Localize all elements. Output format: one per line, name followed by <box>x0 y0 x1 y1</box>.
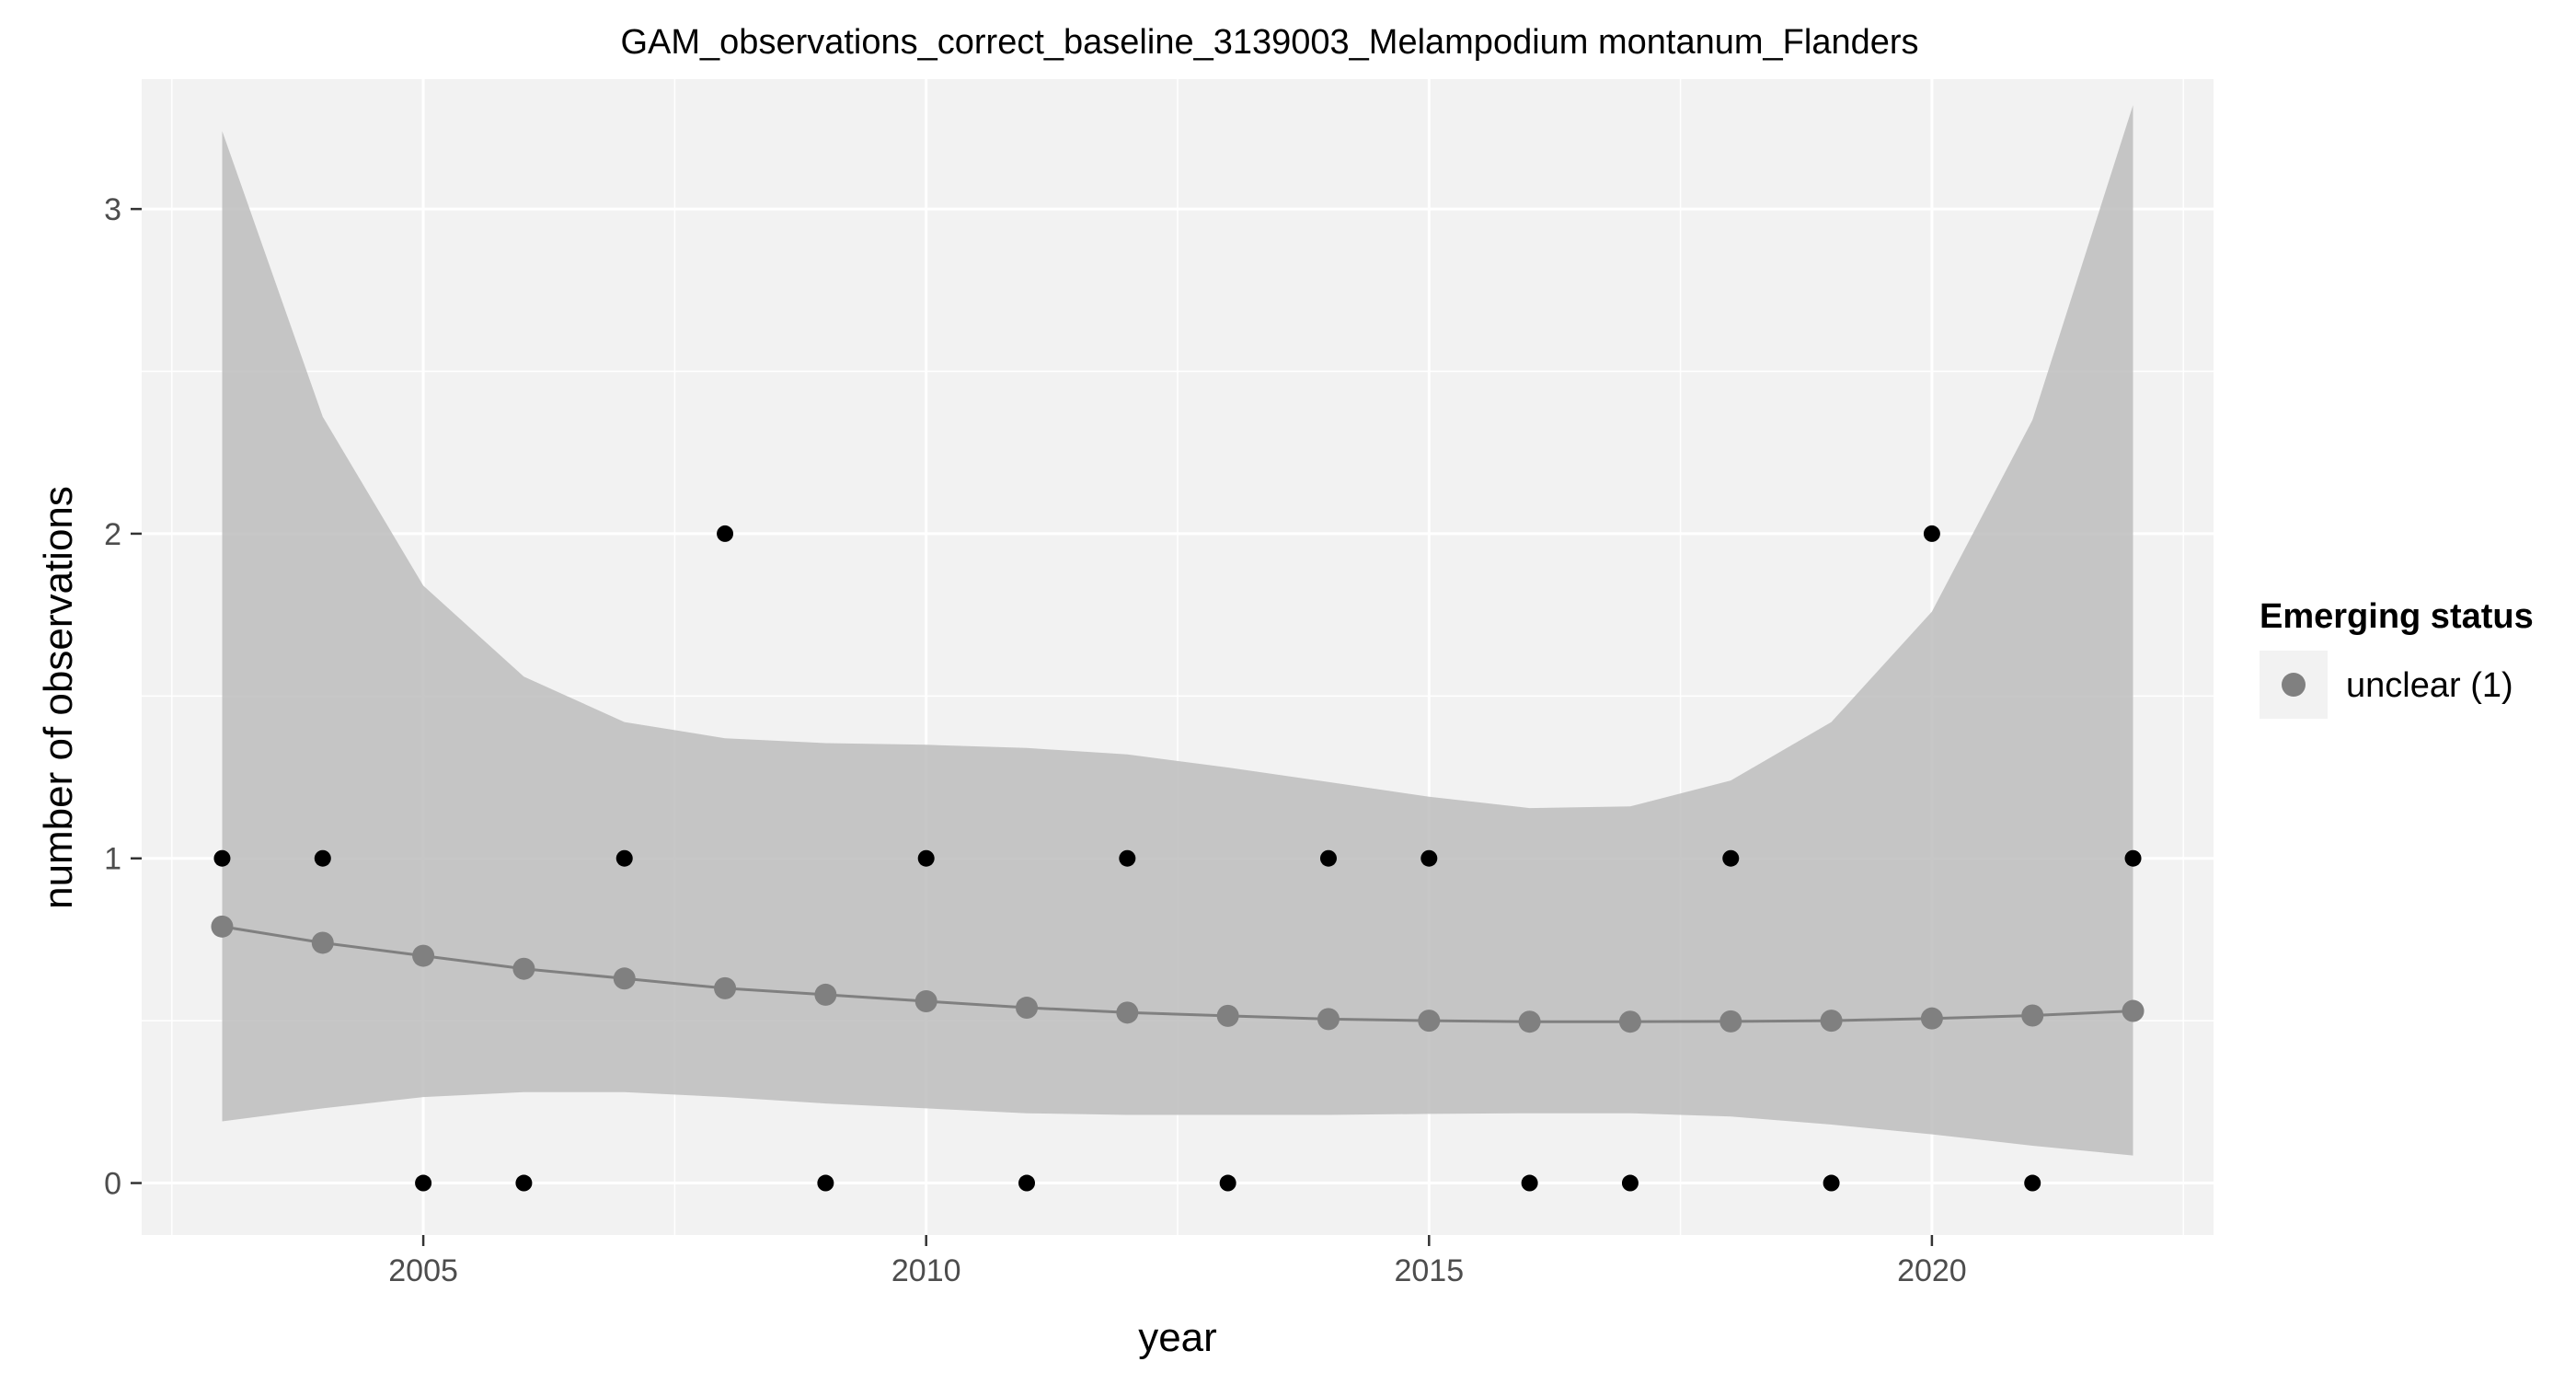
gam-fit-point <box>1317 1008 1340 1031</box>
observation-point <box>1521 1174 1538 1192</box>
legend-title: Emerging status <box>2260 597 2534 636</box>
confidence-ribbon <box>222 105 2133 1156</box>
gam-fit-line <box>222 925 2133 1023</box>
gam-fit-point <box>1719 1010 1742 1033</box>
observation-point <box>314 849 331 867</box>
observation-point <box>917 849 935 867</box>
plot-panel: 2005 2010 2015 2020 0 1 2 3 <box>104 79 2214 1288</box>
gam-fit-point <box>1016 997 1039 1020</box>
y-tick-label: 2 <box>104 517 121 552</box>
observation-point <box>1923 525 1940 542</box>
gam-fit-point <box>1418 1010 1441 1033</box>
gam-fit-point <box>714 976 737 999</box>
observation-point <box>1018 1174 1036 1192</box>
gam-fit-point <box>2122 999 2145 1022</box>
observation-point <box>1621 1174 1639 1192</box>
gam-fit-point <box>512 957 535 980</box>
observation-point <box>1119 849 1136 867</box>
observation-point <box>1420 849 1438 867</box>
legend: Emerging status unclear (1) <box>2260 597 2534 719</box>
x-tick-label: 2015 <box>1394 1253 1464 1288</box>
gam-fit-point <box>1518 1010 1541 1033</box>
observation-point <box>615 849 633 867</box>
gam-fit-point <box>211 915 234 938</box>
gam-fit-point <box>613 967 636 990</box>
observation-point <box>1219 1174 1236 1192</box>
x-tick-label: 2005 <box>388 1253 458 1288</box>
y-tick-label: 0 <box>104 1167 121 1202</box>
observation-point <box>213 849 231 867</box>
observation-point <box>2024 1174 2041 1192</box>
observation-point <box>2124 849 2142 867</box>
gam-fit-point <box>1820 1010 1843 1033</box>
gam-fit-point <box>1216 1004 1239 1027</box>
y-axis-title: number of observations <box>36 486 81 909</box>
gam-fit-point <box>311 931 334 954</box>
y-tick-label: 1 <box>104 842 121 877</box>
gam-fit-point <box>1618 1010 1641 1033</box>
gam-fit-point <box>1116 1001 1139 1024</box>
gam-fit-point <box>814 983 837 1006</box>
observation-point <box>415 1174 432 1192</box>
gam-fit-point <box>412 944 435 967</box>
observation-point <box>515 1174 533 1192</box>
observation-point <box>817 1174 834 1192</box>
gam-fit-point <box>914 989 937 1012</box>
gam-fit-point <box>2021 1004 2044 1027</box>
chart-title: GAM_observations_correct_baseline_313900… <box>620 23 1918 62</box>
legend-entry-label: unclear (1) <box>2346 666 2513 705</box>
observation-point <box>1722 849 1740 867</box>
x-tick-label: 2020 <box>1897 1253 1967 1288</box>
observation-point <box>1319 849 1337 867</box>
legend-key-point <box>2282 673 2306 697</box>
y-tick-label: 3 <box>104 192 121 227</box>
observation-point <box>717 525 734 542</box>
x-axis-title: year <box>1138 1315 1217 1360</box>
gam-fit-point <box>1920 1007 1943 1030</box>
observation-point <box>1823 1174 1840 1192</box>
x-tick-label: 2010 <box>891 1253 961 1288</box>
